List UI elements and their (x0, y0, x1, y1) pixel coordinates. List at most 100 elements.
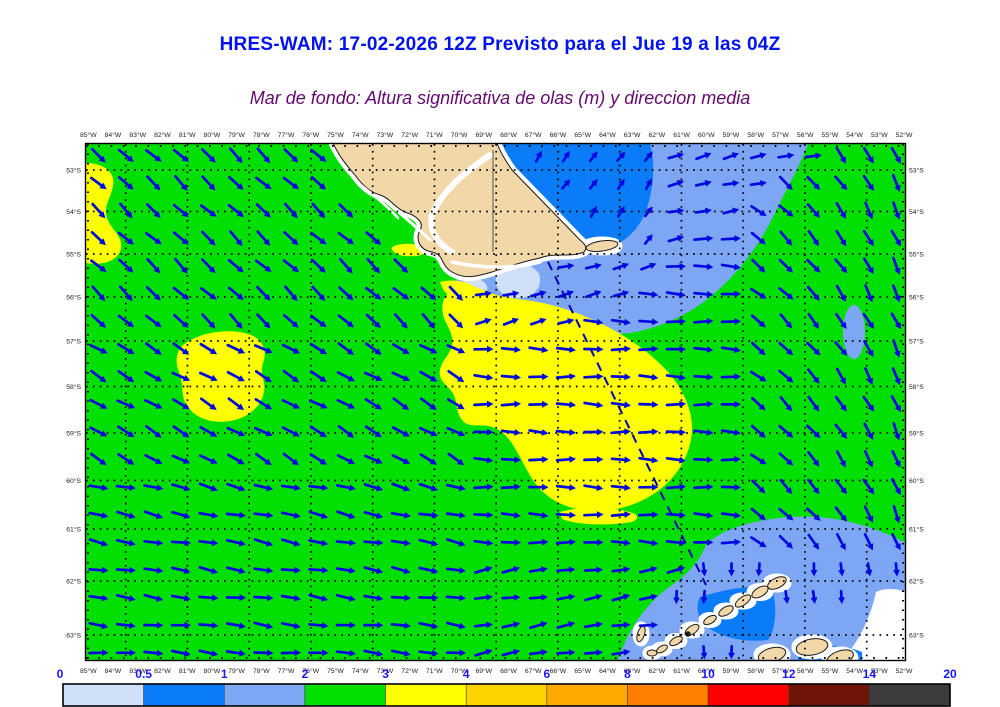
colorbar-label: 3 (382, 667, 389, 681)
axis-label: 58°S (66, 383, 81, 391)
axis-label: 54°W (846, 131, 863, 139)
axis-label: 71°W (426, 131, 443, 139)
axis-label: 68°W (500, 667, 517, 675)
axis-label: 55°W (822, 667, 839, 675)
axis-label: 79°W (228, 131, 245, 139)
axis-label: 56°W (797, 667, 814, 675)
axis-label: 56°S (66, 293, 81, 301)
axis-label: 70°W (451, 667, 468, 675)
axis-label: 74°W (352, 131, 369, 139)
colorbar: 0 0.5 1 2 3 4 6 8 10 12 14 20 (57, 667, 957, 707)
colorbar-segment (224, 683, 306, 707)
axis-label: 64°W (599, 667, 616, 675)
axis-label: 60°S (909, 477, 924, 485)
sea-region-1-2m-east-sliver (843, 305, 865, 359)
axis-label: 68°W (500, 131, 517, 139)
axis-label: 52°W (896, 667, 913, 675)
colorbar-label: 8 (624, 667, 631, 681)
axis-label: 56°W (797, 131, 814, 139)
colorbar-label: 12 (782, 667, 796, 681)
axis-label: 75°W (327, 667, 344, 675)
axis-label: 71°W (426, 667, 443, 675)
colorbar-label: 1 (221, 667, 228, 681)
colorbar-segment (385, 683, 467, 707)
axis-label: 75°W (327, 131, 344, 139)
axis-label: 80°W (204, 667, 221, 675)
axis-label: 59°W (723, 131, 740, 139)
axis-labels: 85°W 85°W 84°W 84°W 83°W 83°W 82°W 82°W 81°W 81°W… (66, 131, 924, 675)
axis-label: 63°W (624, 131, 641, 139)
colorbar-segment (869, 683, 951, 707)
axis-label: 85°W (80, 667, 97, 675)
colorbar-label: 0.5 (135, 667, 152, 681)
axis-label: 72°W (401, 667, 418, 675)
axis-label: 55°W (822, 131, 839, 139)
colorbar-label: 2 (302, 667, 309, 681)
axis-label: 77°W (278, 131, 295, 139)
colorbar-label: 4 (463, 667, 470, 681)
axis-label: 67°W (525, 131, 542, 139)
sea-channels (360, 152, 542, 269)
axis-label: 63°S (909, 631, 924, 639)
axis-label: 57°S (909, 337, 924, 345)
axis-label: 56°S (909, 293, 924, 301)
axis-label: 53°W (871, 667, 888, 675)
axis-label: 82°W (154, 131, 171, 139)
colorbar-segment (627, 683, 709, 707)
axis-label: 69°W (475, 131, 492, 139)
axis-label: 85°W (80, 131, 97, 139)
axis-label: 81°W (179, 667, 196, 675)
axis-label: 57°S (66, 337, 81, 345)
axis-label: 66°W (550, 667, 567, 675)
axis-label: 81°W (179, 131, 196, 139)
axis-label: 62°S (66, 577, 81, 585)
axis-label: 70°W (451, 131, 468, 139)
axis-label: 65°W (574, 131, 591, 139)
land-islet-b (646, 649, 658, 657)
map-frame (84, 142, 907, 662)
axis-label: 58°W (747, 667, 764, 675)
axis-label: 83°W (129, 131, 146, 139)
axis-label: 78°W (253, 667, 270, 675)
axis-label: 66°W (550, 131, 567, 139)
axis-label: 63°S (66, 631, 81, 639)
axis-label: 59°S (909, 429, 924, 437)
axis-label: 84°W (105, 131, 122, 139)
axis-label: 54°S (909, 208, 924, 216)
axis-label: 59°S (66, 429, 81, 437)
axis-label: 55°S (66, 250, 81, 258)
axis-label: 54°W (846, 667, 863, 675)
axis-label: 72°W (401, 131, 418, 139)
axis-label: 83°W (129, 667, 146, 675)
axis-label: 53°S (66, 166, 81, 174)
axis-label: 67°W (525, 667, 542, 675)
colorbar-segment (788, 683, 870, 707)
axis-label: 73°W (377, 667, 394, 675)
axis-label: 53°W (871, 131, 888, 139)
axis-label: 61°W (673, 131, 690, 139)
axis-label: 73°W (377, 131, 394, 139)
sea-region-no-data-corner (841, 589, 905, 660)
colorbar-segment (62, 683, 144, 707)
land-antarctic-islands (757, 638, 854, 660)
colorbar-label: 20 (943, 667, 957, 681)
axis-label: 80°W (204, 131, 221, 139)
axis-label: 59°W (723, 667, 740, 675)
axis-label: 57°W (772, 667, 789, 675)
axis-label: 61°W (673, 667, 690, 675)
axis-label: 60°S (66, 477, 81, 485)
axis-label: 62°S (909, 577, 924, 585)
land-shapes (332, 144, 854, 660)
axis-label: 65°W (574, 667, 591, 675)
sea-region-3-4m-west-blob (176, 331, 265, 422)
axis-label: 61°S (909, 525, 924, 533)
colorbar-segment (304, 683, 386, 707)
sea-region-3-4m-central (439, 286, 693, 511)
land-isla-de-los-estados (585, 240, 619, 252)
axis-label: 62°W (649, 667, 666, 675)
axis-label: 54°S (66, 208, 81, 216)
axis-label: 62°W (649, 131, 666, 139)
map-frame-ticks (86, 144, 905, 660)
forecast-track-line (547, 261, 707, 586)
